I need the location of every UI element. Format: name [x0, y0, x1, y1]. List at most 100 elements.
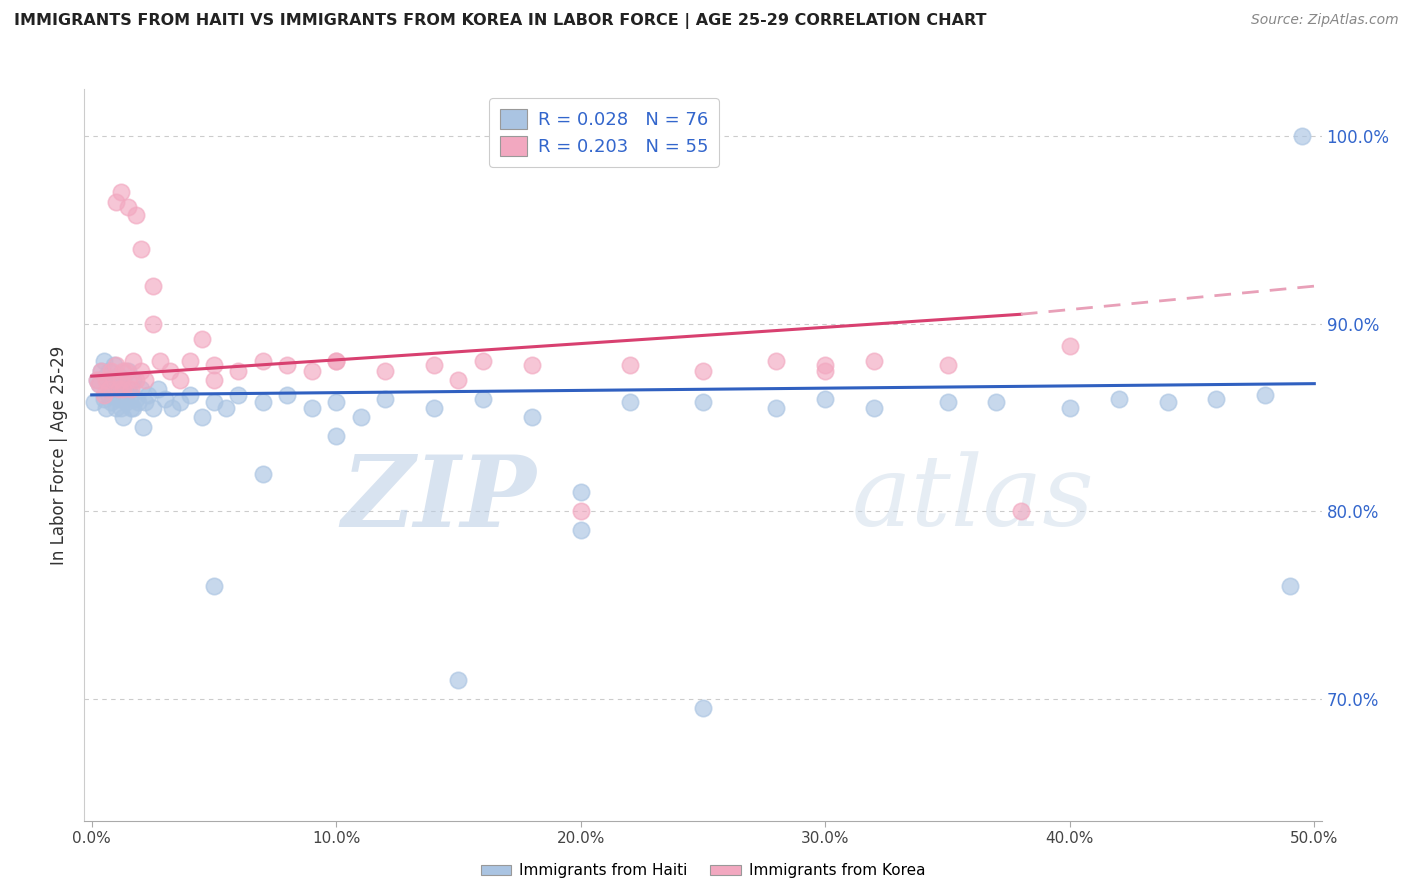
Point — [112, 382, 135, 396]
Point — [692, 363, 714, 377]
Point — [202, 579, 225, 593]
Point — [142, 317, 165, 331]
Point — [122, 373, 145, 387]
Point — [103, 382, 125, 396]
Point — [325, 429, 347, 443]
Point — [149, 354, 172, 368]
Point — [569, 504, 592, 518]
Point — [97, 363, 120, 377]
Point — [179, 354, 201, 368]
Point — [110, 382, 132, 396]
Point — [132, 419, 155, 434]
Point — [103, 358, 125, 372]
Point — [122, 401, 145, 415]
Point — [117, 382, 139, 396]
Point — [90, 363, 112, 377]
Point — [252, 354, 274, 368]
Point — [117, 363, 139, 377]
Point — [202, 395, 225, 409]
Point — [115, 388, 138, 402]
Point — [125, 392, 148, 406]
Point — [228, 363, 250, 377]
Point — [252, 395, 274, 409]
Point — [96, 373, 118, 387]
Point — [86, 373, 108, 387]
Point — [129, 363, 152, 377]
Point — [179, 388, 201, 402]
Text: ZIP: ZIP — [342, 450, 536, 547]
Point — [374, 392, 396, 406]
Point — [125, 208, 148, 222]
Point — [1278, 579, 1301, 593]
Point — [120, 401, 142, 415]
Point — [520, 410, 543, 425]
Point — [215, 401, 238, 415]
Point — [96, 369, 118, 384]
Point — [1059, 339, 1081, 353]
Point — [1059, 401, 1081, 415]
Point — [93, 388, 115, 402]
Point — [814, 392, 837, 406]
Point — [110, 186, 132, 200]
Point — [107, 392, 129, 406]
Point — [97, 382, 120, 396]
Point — [90, 363, 112, 377]
Point — [107, 369, 129, 384]
Point — [202, 373, 225, 387]
Point — [1254, 388, 1277, 402]
Point — [814, 363, 837, 377]
Point — [96, 401, 118, 415]
Point — [86, 373, 108, 387]
Point — [569, 523, 592, 537]
Point — [105, 358, 128, 372]
Point — [112, 373, 135, 387]
Point — [325, 354, 347, 368]
Point — [1010, 504, 1032, 518]
Point — [129, 242, 152, 256]
Point — [471, 354, 494, 368]
Point — [863, 401, 886, 415]
Legend: R = 0.028   N = 76, R = 0.203   N = 55: R = 0.028 N = 76, R = 0.203 N = 55 — [489, 98, 718, 167]
Point — [301, 363, 323, 377]
Point — [423, 358, 446, 372]
Point — [107, 382, 129, 396]
Point — [1108, 392, 1130, 406]
Point — [120, 382, 142, 396]
Point — [692, 395, 714, 409]
Legend: Immigrants from Haiti, Immigrants from Korea: Immigrants from Haiti, Immigrants from K… — [475, 857, 931, 884]
Point — [692, 701, 714, 715]
Point — [276, 388, 298, 402]
Point — [190, 332, 212, 346]
Point — [93, 354, 115, 368]
Point — [423, 401, 446, 415]
Point — [97, 388, 120, 402]
Point — [93, 392, 115, 406]
Point — [471, 392, 494, 406]
Point — [228, 388, 250, 402]
Point — [1156, 395, 1178, 409]
Point — [105, 376, 128, 391]
Point — [374, 363, 396, 377]
Point — [350, 410, 373, 425]
Point — [110, 401, 132, 415]
Point — [117, 200, 139, 214]
Text: IMMIGRANTS FROM HAITI VS IMMIGRANTS FROM KOREA IN LABOR FORCE | AGE 25-29 CORREL: IMMIGRANTS FROM HAITI VS IMMIGRANTS FROM… — [14, 13, 987, 29]
Point — [936, 395, 959, 409]
Point — [110, 373, 132, 387]
Point — [325, 354, 347, 368]
Point — [169, 373, 191, 387]
Point — [146, 382, 169, 396]
Point — [301, 401, 323, 415]
Point — [202, 358, 225, 372]
Point — [153, 392, 176, 406]
Point — [129, 382, 152, 396]
Point — [115, 395, 138, 409]
Point — [765, 354, 787, 368]
Point — [569, 485, 592, 500]
Point — [252, 467, 274, 481]
Point — [105, 401, 128, 415]
Point — [134, 373, 156, 387]
Point — [986, 395, 1008, 409]
Point — [87, 376, 110, 391]
Point — [169, 395, 191, 409]
